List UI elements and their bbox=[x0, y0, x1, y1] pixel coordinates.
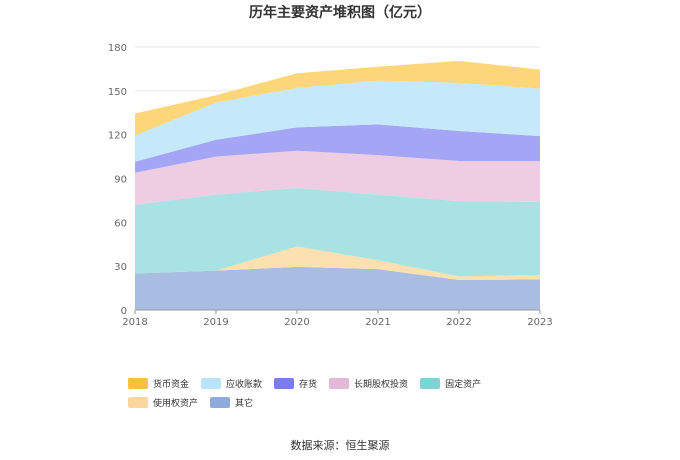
legend-item[interactable]: 货币资金 bbox=[128, 376, 189, 390]
legend-label: 其它 bbox=[235, 398, 254, 409]
legend-label: 货币资金 bbox=[153, 379, 190, 390]
area-货币资金 bbox=[135, 60, 540, 136]
area-存货 bbox=[135, 124, 540, 173]
x-tick-label: 2018 bbox=[122, 317, 147, 328]
x-tick-label: 2021 bbox=[365, 317, 390, 328]
legend-item[interactable]: 存货 bbox=[274, 376, 317, 390]
area-其它 bbox=[135, 266, 540, 310]
source-note: 数据来源：恒生聚源 bbox=[290, 439, 390, 452]
legend-item[interactable]: 应收账款 bbox=[201, 376, 262, 390]
legend-item[interactable]: 其它 bbox=[210, 395, 253, 409]
y-tick-label: 30 bbox=[114, 262, 127, 273]
y-tick-label: 150 bbox=[108, 87, 127, 98]
x-tick-label: 2019 bbox=[203, 317, 228, 328]
legend-swatch bbox=[201, 377, 222, 389]
legend-item[interactable]: 长期股权投资 bbox=[329, 376, 408, 390]
legend-swatch bbox=[329, 377, 350, 389]
legend-label: 固定资产 bbox=[445, 379, 482, 390]
legend-label: 应收账款 bbox=[226, 379, 263, 390]
y-tick-label: 90 bbox=[114, 175, 127, 186]
legend-item[interactable]: 使用权资产 bbox=[128, 395, 198, 409]
axes: 0 30 60 90 120 150 180 2018 2019 2020 2021 2022 2023 bbox=[108, 43, 553, 328]
area-应收账款 bbox=[135, 80, 540, 162]
area-series bbox=[135, 60, 540, 310]
stacked-area-chart: 0 30 60 90 120 150 180 2018 2019 2020 2021 2022 2023 bbox=[108, 43, 553, 328]
area-使用权资产 bbox=[135, 246, 540, 280]
legend-swatch bbox=[420, 377, 441, 389]
x-tick-label: 2020 bbox=[284, 317, 309, 328]
y-tick-label: 180 bbox=[108, 43, 127, 54]
chart-title: 历年主要资产堆积图（亿元） bbox=[249, 5, 431, 21]
legend-label: 长期股权投资 bbox=[354, 379, 409, 390]
x-tick-label: 2023 bbox=[527, 317, 552, 328]
area-固定资产 bbox=[135, 188, 540, 277]
area-长期股权投资 bbox=[135, 150, 540, 205]
y-tick-label: 60 bbox=[114, 218, 127, 229]
legend-item[interactable]: 固定资产 bbox=[420, 376, 481, 390]
y-tick-label: 0 bbox=[121, 306, 127, 317]
y-tick-label: 120 bbox=[108, 131, 127, 142]
legend-swatch bbox=[274, 377, 295, 389]
x-tick-label: 2022 bbox=[446, 317, 471, 328]
legend: 货币资金 应收账款 存货 长期股权投资 固定资产使用权资产 其它 bbox=[128, 376, 568, 409]
legend-swatch bbox=[128, 396, 148, 408]
legend-label: 存货 bbox=[299, 379, 318, 390]
legend-label: 使用权资产 bbox=[153, 398, 199, 409]
legend-swatch bbox=[128, 377, 148, 389]
legend-swatch bbox=[210, 396, 231, 408]
